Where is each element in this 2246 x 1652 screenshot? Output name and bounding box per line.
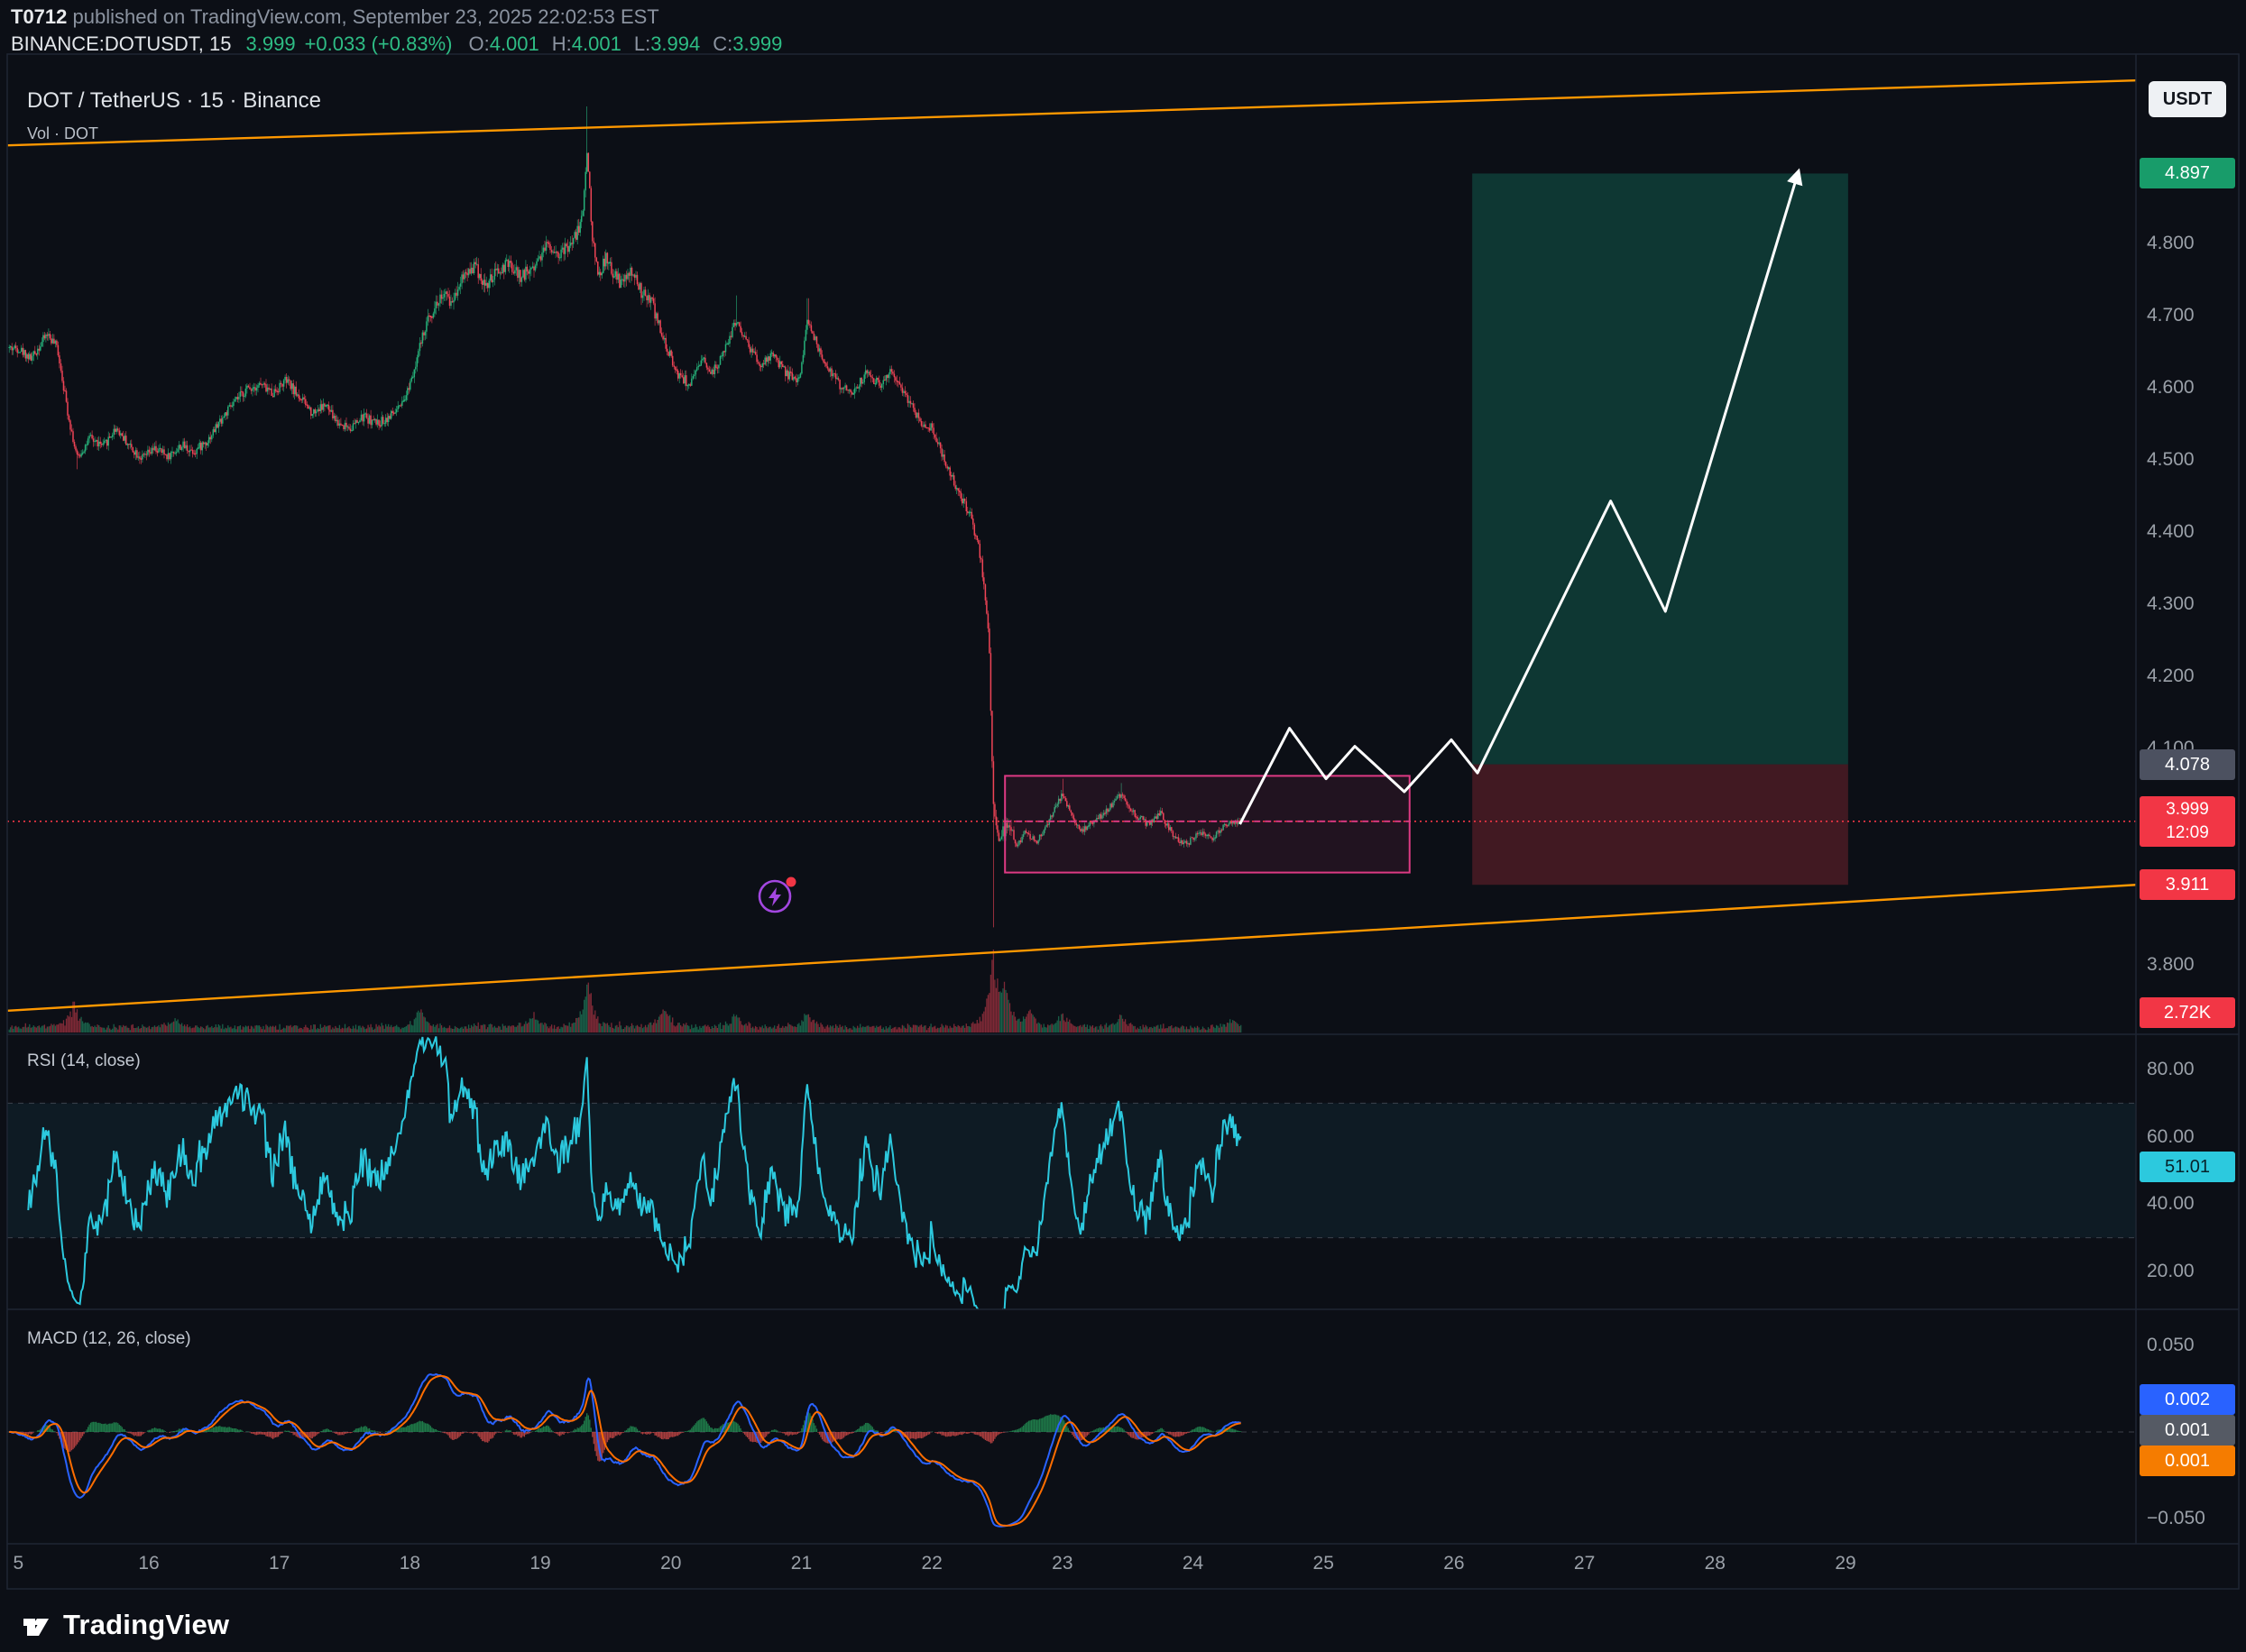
volume-bars-down bbox=[11, 950, 1240, 1032]
macd-line bbox=[9, 1372, 1241, 1528]
publish-line: T0712 published on TradingView.com, Sept… bbox=[11, 5, 2246, 29]
trendline-upper[interactable] bbox=[7, 79, 2137, 147]
macd-pane[interactable] bbox=[7, 1372, 2136, 1528]
price-pane[interactable] bbox=[7, 79, 2137, 1032]
trendline-lower[interactable] bbox=[7, 884, 2137, 1012]
tradingview-logo-icon bbox=[23, 1619, 49, 1636]
reaction-circle bbox=[758, 879, 792, 913]
reaction-lightning-icon[interactable] bbox=[755, 873, 798, 916]
ohlc-high: H:4.001 bbox=[551, 32, 621, 55]
candles-up bbox=[8, 152, 1242, 847]
projection-path[interactable] bbox=[1238, 168, 1803, 825]
lightning-bolt-icon bbox=[769, 887, 781, 906]
tradingview-footer[interactable]: TradingView bbox=[20, 1609, 229, 1641]
risk-projection-box[interactable] bbox=[1472, 764, 1848, 886]
rsi-legend: RSI (14, close) bbox=[27, 1051, 141, 1070]
tradingview-wordmark: TradingView bbox=[63, 1609, 230, 1640]
publish-info: published on TradingView.com, September … bbox=[67, 5, 659, 28]
last-price: 3.999 bbox=[245, 32, 296, 55]
chart-frame bbox=[6, 53, 2240, 1590]
ticker-summary: BINANCE:DOTUSDT, 15 3.999 +0.033 (+0.83%) O… bbox=[11, 32, 2246, 56]
symbol-interval: BINANCE:DOTUSDT, 15 bbox=[11, 32, 232, 55]
macd-legend: MACD (12, 26, close) bbox=[27, 1329, 191, 1348]
rsi-line bbox=[27, 1036, 1242, 1309]
ohlc-open: O:4.001 bbox=[468, 32, 539, 55]
volume-bars-up bbox=[8, 984, 1242, 1032]
macd-histogram-up bbox=[10, 1411, 1242, 1432]
consolidation-box[interactable] bbox=[1004, 775, 1411, 874]
rsi-pane[interactable] bbox=[7, 1036, 2136, 1335]
target-projection-box[interactable] bbox=[1472, 173, 1848, 765]
price-change: +0.033 (+0.83%) bbox=[304, 32, 453, 55]
candles-down bbox=[11, 152, 1240, 847]
ohlc-low: L:3.994 bbox=[633, 32, 701, 55]
volume-legend: Vol · DOT bbox=[27, 124, 99, 142]
ohlc-close: C:3.999 bbox=[713, 32, 783, 55]
notification-dot bbox=[786, 876, 796, 887]
symbol-legend: DOT / TetherUS · 15 · Binance bbox=[27, 88, 321, 113]
publish-header: T0712 published on TradingView.com, Sept… bbox=[0, 0, 2246, 55]
currency-toggle-button[interactable]: USDT bbox=[2149, 81, 2226, 117]
macd-signal-line bbox=[9, 1374, 1241, 1527]
author-name: T0712 bbox=[11, 5, 68, 28]
